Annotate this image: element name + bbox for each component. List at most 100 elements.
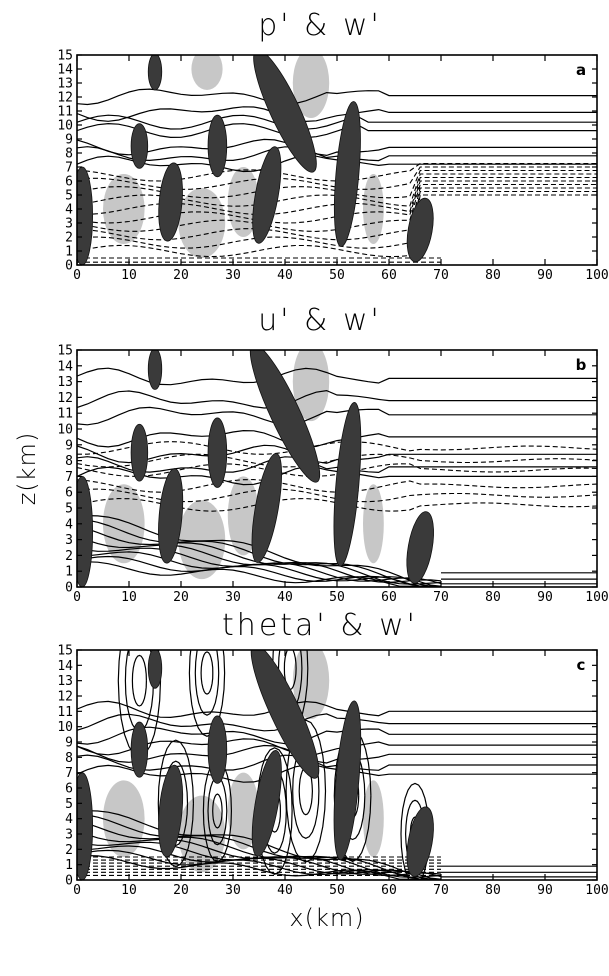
downdraft-region bbox=[363, 174, 384, 244]
updraft-core bbox=[333, 402, 362, 567]
y-tick-label: 1 bbox=[65, 565, 73, 580]
downdraft-region bbox=[191, 55, 223, 90]
x-tick-label: 30 bbox=[225, 590, 241, 605]
positive-contour bbox=[212, 793, 223, 829]
positive-contour bbox=[77, 114, 597, 130]
updraft-core bbox=[251, 453, 283, 563]
y-tick-label: 8 bbox=[65, 147, 73, 162]
y-tick-label: 2 bbox=[65, 549, 73, 564]
updraft-core bbox=[158, 468, 184, 564]
panel-title: p' & w' bbox=[258, 8, 382, 43]
positive-contour bbox=[77, 713, 597, 732]
x-tick-label: 20 bbox=[173, 590, 189, 605]
y-tick-label: 15 bbox=[57, 49, 73, 64]
y-tick-label: 15 bbox=[57, 644, 73, 659]
downdraft-region bbox=[227, 476, 259, 556]
updraft-core bbox=[130, 123, 149, 169]
positive-contour bbox=[77, 561, 441, 587]
plot-area bbox=[77, 350, 597, 587]
x-tick-label: 30 bbox=[225, 883, 241, 898]
x-tick-label: 70 bbox=[433, 268, 449, 283]
y-tick-label: 9 bbox=[65, 736, 73, 751]
y-tick-label: 9 bbox=[65, 133, 73, 148]
x-tick-label: 60 bbox=[381, 590, 397, 605]
positive-contour bbox=[77, 138, 597, 157]
panel-a: 0 10 20 30 40 50 60 70 80 90 100012345678910111213… bbox=[57, 8, 608, 283]
positive-contour bbox=[77, 849, 441, 880]
updraft-core bbox=[207, 114, 228, 178]
x-tick-label: 20 bbox=[173, 268, 189, 283]
y-tick-label: 7 bbox=[65, 766, 73, 781]
y-tick-label: 13 bbox=[57, 375, 73, 390]
x-tick-label: 80 bbox=[485, 590, 501, 605]
y-tick-label: 0 bbox=[65, 581, 73, 596]
positive-contour bbox=[77, 555, 441, 587]
panel-b: 0 10 20 30 40 50 60 70 80 90 100012345678910111213… bbox=[13, 303, 609, 605]
y-tick-label: 1 bbox=[65, 245, 73, 260]
x-tick-label: 60 bbox=[381, 268, 397, 283]
panel-label: a bbox=[576, 61, 586, 79]
positive-contour bbox=[77, 389, 597, 409]
updraft-core bbox=[158, 162, 183, 242]
downdraft-region bbox=[227, 167, 259, 237]
updraft-core bbox=[207, 715, 228, 784]
updraft-core bbox=[158, 764, 184, 858]
y-tick-label: 7 bbox=[65, 161, 73, 176]
positive-contour bbox=[77, 146, 597, 162]
y-tick-label: 10 bbox=[57, 423, 73, 438]
positive-contour bbox=[77, 854, 441, 880]
x-tick-label: 50 bbox=[329, 883, 345, 898]
updraft-core bbox=[147, 350, 163, 390]
y-tick-label: 11 bbox=[57, 705, 73, 720]
positive-contour bbox=[333, 729, 372, 863]
y-tick-label: 12 bbox=[57, 690, 73, 705]
y-tick-label: 6 bbox=[65, 782, 73, 797]
positive-contour bbox=[77, 738, 597, 756]
y-tick-label: 9 bbox=[65, 438, 73, 453]
x-axis-label: x(km) bbox=[289, 904, 364, 932]
y-tick-label: 3 bbox=[65, 217, 73, 232]
positive-contour bbox=[77, 700, 597, 719]
y-tick-label: 3 bbox=[65, 533, 73, 548]
updraft-core bbox=[77, 772, 93, 880]
downdraft-region bbox=[103, 174, 145, 244]
updraft-core bbox=[249, 350, 321, 483]
x-tick-label: 30 bbox=[225, 268, 241, 283]
updraft-core bbox=[77, 476, 93, 587]
y-tick-label: 12 bbox=[57, 91, 73, 106]
x-tick-label: 40 bbox=[277, 883, 293, 898]
y-axis-label: z(km) bbox=[13, 432, 41, 506]
downdraft-region bbox=[292, 350, 330, 422]
positive-contour bbox=[77, 122, 597, 139]
plot-area bbox=[77, 55, 597, 265]
x-tick-label: 70 bbox=[433, 883, 449, 898]
x-tick-label: 80 bbox=[485, 268, 501, 283]
panel-label: c bbox=[577, 656, 586, 674]
panel-title: theta' & w' bbox=[222, 608, 418, 643]
y-tick-label: 4 bbox=[65, 203, 73, 218]
x-tick-label: 40 bbox=[277, 590, 293, 605]
positive-contour bbox=[117, 650, 162, 758]
updraft-core bbox=[253, 55, 317, 173]
updraft-core bbox=[406, 511, 434, 584]
updraft-core bbox=[130, 721, 149, 778]
x-tick-label: 100 bbox=[585, 590, 608, 605]
downdraft-region bbox=[178, 188, 226, 258]
x-tick-label: 10 bbox=[121, 590, 137, 605]
updraft-core bbox=[252, 146, 282, 244]
y-tick-label: 12 bbox=[57, 391, 73, 406]
positive-contour bbox=[157, 739, 194, 868]
positive-contour bbox=[77, 429, 597, 448]
y-tick-label: 0 bbox=[65, 874, 73, 889]
y-tick-label: 14 bbox=[57, 359, 73, 374]
x-tick-label: 80 bbox=[485, 883, 501, 898]
positive-contour bbox=[285, 719, 327, 863]
y-tick-label: 7 bbox=[65, 470, 73, 485]
positive-contour bbox=[77, 726, 597, 745]
x-tick-label: 50 bbox=[329, 268, 345, 283]
positive-contour bbox=[200, 651, 214, 695]
positive-contour bbox=[77, 106, 597, 123]
positive-contour bbox=[400, 782, 430, 880]
downdraft-region bbox=[363, 780, 384, 858]
